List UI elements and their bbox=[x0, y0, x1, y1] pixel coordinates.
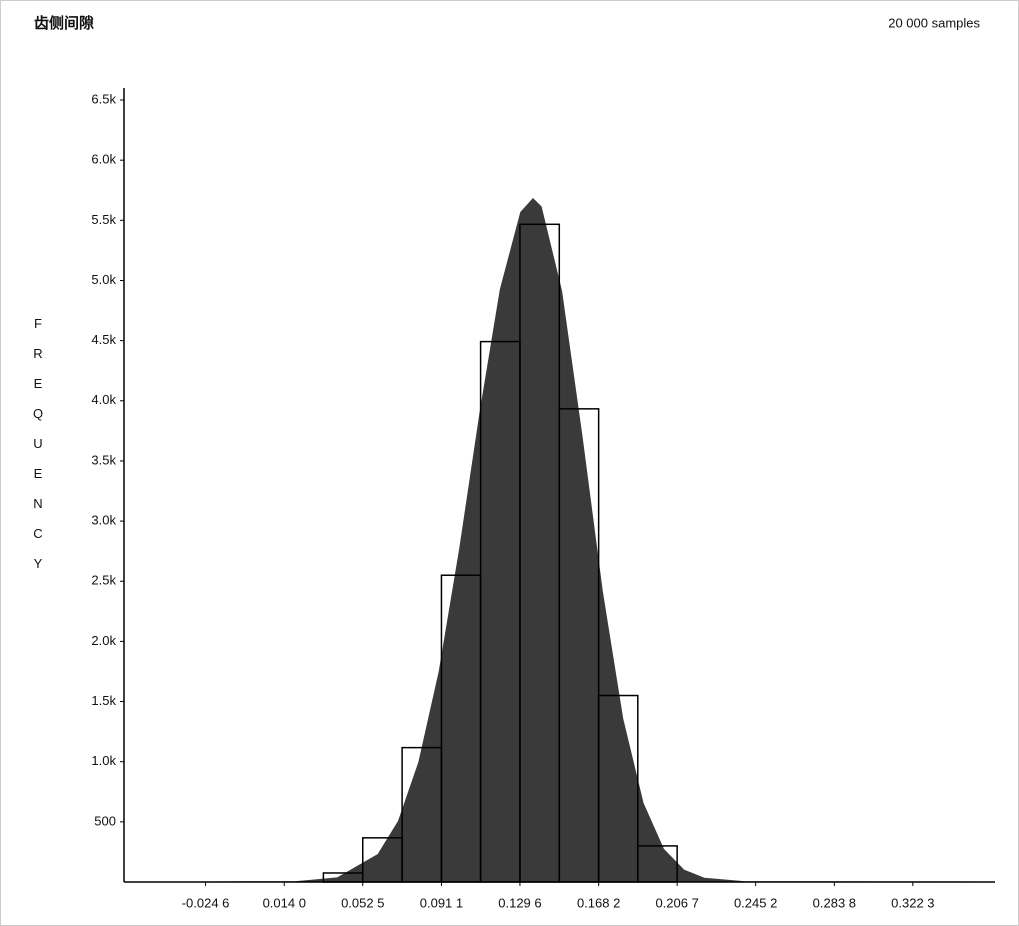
y-tick-label: 5.0k bbox=[91, 272, 116, 287]
y-tick-label: 3.5k bbox=[91, 452, 116, 467]
y-tick-label: 6.5k bbox=[91, 91, 116, 106]
y-tick-label: 2.0k bbox=[91, 633, 116, 648]
x-tick-label: 0.168 2 bbox=[577, 895, 620, 910]
x-tick-label: 0.014 0 bbox=[263, 895, 306, 910]
y-tick-label: 4.5k bbox=[91, 332, 116, 347]
x-tick-label: 0.322 3 bbox=[891, 895, 934, 910]
chart-subtitle: 20 000 samples bbox=[888, 15, 980, 30]
x-tick-label: -0.024 6 bbox=[182, 895, 230, 910]
y-tick-label: 2.5k bbox=[91, 573, 116, 588]
chart-title: 齿侧间隙 bbox=[34, 14, 94, 32]
y-tick-label: 4.0k bbox=[91, 392, 116, 407]
x-tick-label: 0.052 5 bbox=[341, 895, 384, 910]
y-tick-label: 5.5k bbox=[91, 212, 116, 227]
y-tick-label: 6.0k bbox=[91, 152, 116, 167]
y-tick-label: 1.5k bbox=[91, 693, 116, 708]
y-tick-label: 3.0k bbox=[91, 513, 116, 528]
density-area bbox=[205, 197, 990, 883]
x-tick-label: 0.206 7 bbox=[655, 895, 698, 910]
y-tick-label: 500 bbox=[94, 813, 116, 828]
x-tick-label: 0.091 1 bbox=[420, 895, 463, 910]
y-tick-label: 1.0k bbox=[91, 753, 116, 768]
x-tick-label: 0.245 2 bbox=[734, 895, 777, 910]
x-tick-label: 0.129 6 bbox=[498, 895, 541, 910]
x-tick-label: 0.283 8 bbox=[813, 895, 856, 910]
